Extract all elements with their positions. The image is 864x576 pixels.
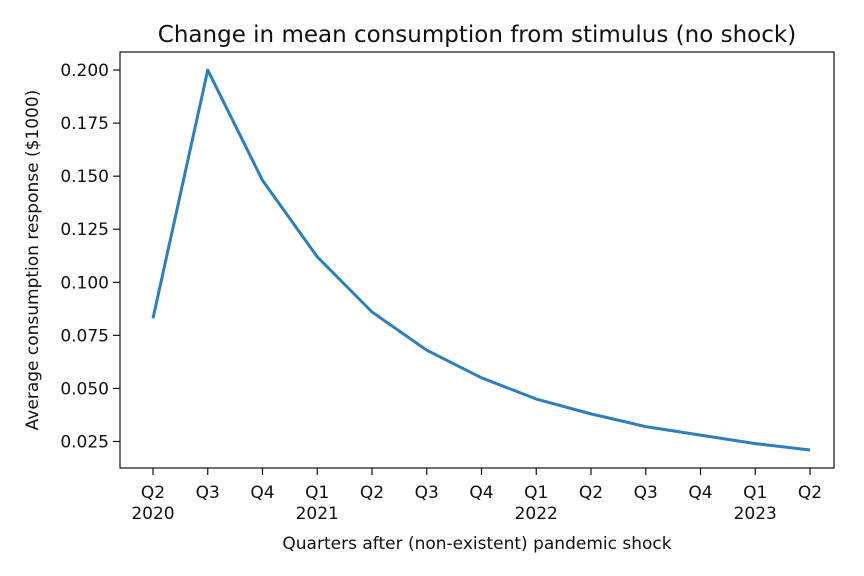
y-tick-label: 0.200 — [60, 61, 109, 81]
x-tick-label-quarter: Q1 — [524, 483, 548, 503]
x-tick-label-quarter: Q1 — [743, 483, 767, 503]
x-tick-label-year: 2023 — [734, 504, 777, 524]
x-tick-label-quarter: Q4 — [688, 483, 712, 503]
y-tick-label: 0.175 — [60, 114, 109, 134]
x-axis-label: Quarters after (non-existent) pandemic s… — [282, 534, 671, 554]
x-tick-label-quarter: Q1 — [305, 483, 329, 503]
x-tick-label-quarter: Q4 — [469, 483, 493, 503]
x-tick-label-quarter: Q3 — [415, 483, 439, 503]
x-tick-label-quarter: Q4 — [250, 483, 274, 503]
x-tick-label-quarter: Q2 — [141, 483, 165, 503]
x-tick-label-quarter: Q3 — [634, 483, 658, 503]
y-tick-label: 0.125 — [60, 220, 109, 240]
y-tick-label: 0.075 — [60, 326, 109, 346]
y-axis: 0.025 0.050 0.075 0.100 0.125 0.150 0.175 0.200 — [60, 61, 120, 452]
x-tick-label-year: 2021 — [296, 504, 339, 524]
series-line — [151, 68, 811, 452]
y-tick-label: 0.150 — [60, 167, 109, 187]
y-tick-label: 0.025 — [60, 432, 109, 452]
y-tick-label: 0.050 — [60, 379, 109, 399]
x-tick-label-year: 2022 — [515, 504, 558, 524]
chart-title: Change in mean consumption from stimulus… — [158, 22, 796, 48]
x-tick-label-quarter: Q2 — [360, 483, 384, 503]
x-tick-label-quarter: Q2 — [579, 483, 603, 503]
y-tick-label: 0.100 — [60, 273, 109, 293]
x-tick-label-quarter: Q3 — [196, 483, 220, 503]
x-tick-label-year: 2020 — [131, 504, 174, 524]
series-layer — [151, 68, 811, 452]
y-axis-label: Average consumption response ($1000) — [23, 90, 43, 431]
plot-frame — [119, 51, 835, 469]
x-tick-label-quarter: Q2 — [798, 483, 822, 503]
